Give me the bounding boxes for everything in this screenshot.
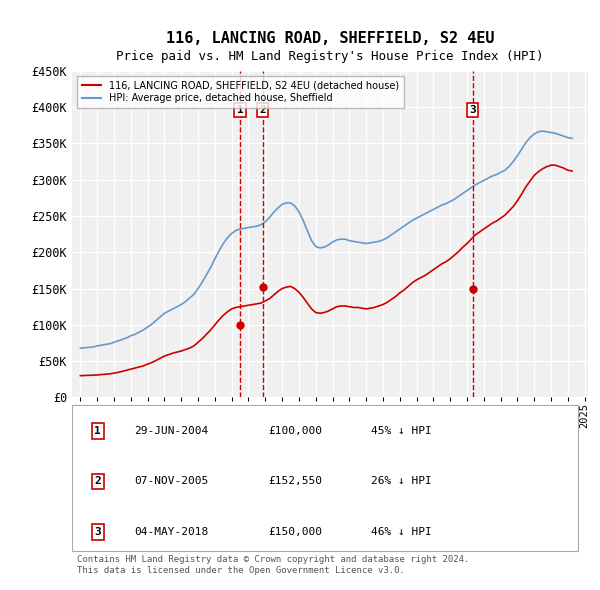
Text: 26% ↓ HPI: 26% ↓ HPI bbox=[371, 477, 432, 486]
Text: 1: 1 bbox=[94, 426, 101, 436]
Text: 07-NOV-2005: 07-NOV-2005 bbox=[134, 477, 208, 486]
Text: 46% ↓ HPI: 46% ↓ HPI bbox=[371, 527, 432, 537]
Text: 45% ↓ HPI: 45% ↓ HPI bbox=[371, 426, 432, 436]
Text: 3: 3 bbox=[94, 527, 101, 537]
Text: 29-JUN-2004: 29-JUN-2004 bbox=[134, 426, 208, 436]
Text: 2: 2 bbox=[94, 477, 101, 486]
Legend: 116, LANCING ROAD, SHEFFIELD, S2 4EU (detached house), HPI: Average price, detac: 116, LANCING ROAD, SHEFFIELD, S2 4EU (de… bbox=[77, 76, 404, 109]
Text: 116, LANCING ROAD, SHEFFIELD, S2 4EU: 116, LANCING ROAD, SHEFFIELD, S2 4EU bbox=[166, 31, 494, 46]
Text: £100,000: £100,000 bbox=[268, 426, 322, 436]
Text: £152,550: £152,550 bbox=[268, 477, 322, 486]
Text: 3: 3 bbox=[469, 105, 476, 115]
FancyBboxPatch shape bbox=[72, 405, 578, 550]
Text: Price paid vs. HM Land Registry's House Price Index (HPI): Price paid vs. HM Land Registry's House … bbox=[116, 50, 544, 63]
Text: 2: 2 bbox=[259, 105, 266, 115]
Text: 1: 1 bbox=[236, 105, 243, 115]
Text: 04-MAY-2018: 04-MAY-2018 bbox=[134, 527, 208, 537]
Text: £150,000: £150,000 bbox=[268, 527, 322, 537]
Text: Contains HM Land Registry data © Crown copyright and database right 2024.
This d: Contains HM Land Registry data © Crown c… bbox=[77, 555, 470, 575]
